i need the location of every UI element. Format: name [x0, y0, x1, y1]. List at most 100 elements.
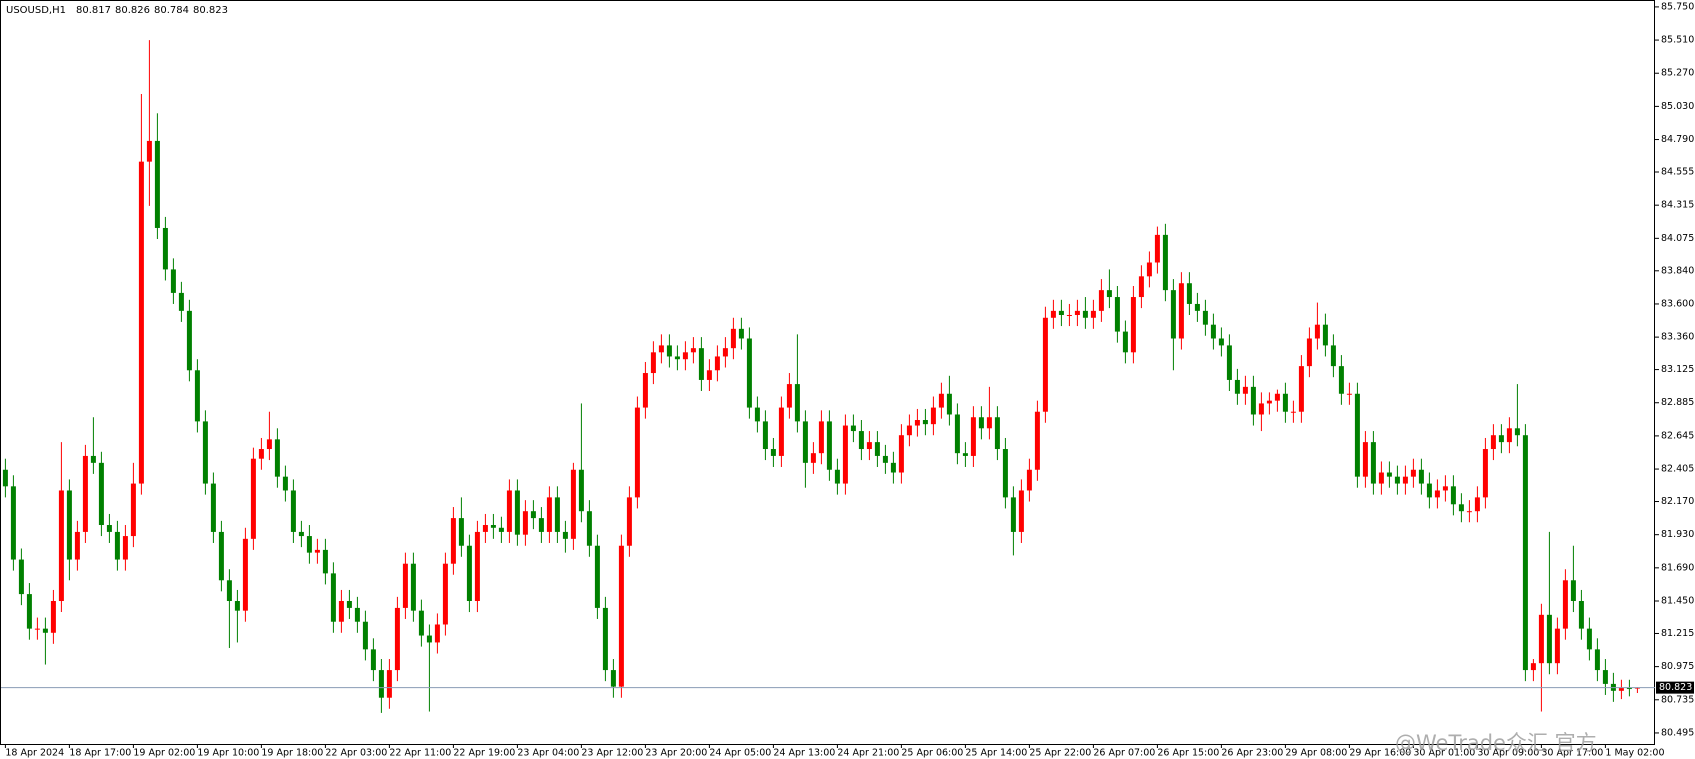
candles — [2, 40, 1640, 713]
candle-body — [250, 458, 256, 539]
candle-body — [1098, 290, 1104, 311]
candle-body — [1178, 283, 1184, 339]
candle-body — [1082, 310, 1088, 318]
candle-body — [58, 490, 64, 602]
y-tick-label: 83.360 — [1661, 332, 1694, 343]
candle-body — [1058, 310, 1064, 316]
candle-body — [858, 431, 864, 450]
candle-body — [882, 455, 888, 463]
x-tick-label: 30 Apr 09:00 — [1477, 748, 1539, 759]
candle-body — [770, 449, 776, 456]
x-tick-label: 25 Apr 14:00 — [965, 748, 1027, 759]
x-tick-label: 22 Apr 03:00 — [325, 748, 387, 759]
candle-body — [1154, 234, 1160, 263]
candle-body — [818, 421, 824, 454]
candle-body — [1618, 688, 1624, 691]
x-tick-label: 23 Apr 12:00 — [581, 748, 643, 759]
last-open: 80.817 — [75, 5, 111, 16]
y-tick-label: 85.510 — [1661, 35, 1694, 46]
candle-body — [810, 453, 816, 463]
candle-body — [706, 370, 712, 380]
y-tick-label: 82.885 — [1661, 397, 1694, 408]
candle-body — [1434, 490, 1440, 498]
candle-body — [634, 407, 640, 498]
candle-body — [1258, 403, 1264, 415]
candle-body — [1266, 400, 1272, 404]
y-tick-label: 84.315 — [1661, 200, 1694, 211]
candle-body — [538, 518, 544, 532]
candle-body — [1554, 628, 1560, 664]
candle-body — [1466, 511, 1472, 513]
candle-body — [642, 373, 648, 408]
y-tick-label: 81.450 — [1661, 596, 1694, 607]
candle-body — [1546, 614, 1552, 664]
candle-body — [1010, 497, 1016, 532]
watermark: @WeTrade众汇 官方 — [1395, 731, 1597, 755]
candle-body — [786, 384, 792, 408]
candle-body — [906, 425, 912, 436]
candle-body — [1234, 379, 1240, 394]
candle-body — [138, 161, 144, 484]
candle-body — [1506, 428, 1512, 443]
x-tick-label: 26 Apr 23:00 — [1221, 748, 1283, 759]
candle-body — [522, 511, 528, 535]
candle-body — [170, 269, 176, 293]
candle-body — [1362, 442, 1368, 477]
candle-body — [1242, 386, 1248, 394]
candle-body — [1410, 469, 1416, 477]
y-tick-label: 81.690 — [1661, 562, 1694, 573]
candle-body — [682, 352, 688, 360]
candle-body — [834, 469, 840, 484]
candle-body — [690, 348, 696, 353]
candle-body — [1338, 366, 1344, 394]
candle-body — [1106, 290, 1112, 298]
candle-body — [1378, 472, 1384, 484]
y-tick-label: 83.600 — [1661, 298, 1694, 309]
last-close: 80.823 — [192, 5, 228, 16]
candle-body — [778, 407, 784, 456]
candle-body — [722, 348, 728, 357]
candle-body — [1426, 483, 1432, 498]
candle-body — [1186, 283, 1192, 304]
price-tag-bg — [1656, 681, 1694, 694]
candle-body — [474, 531, 480, 602]
candle-body — [154, 140, 160, 228]
y-tick-label: 85.030 — [1661, 101, 1694, 112]
candle-body — [666, 345, 672, 357]
candle-body — [1034, 411, 1040, 470]
candle-body — [258, 449, 264, 459]
y-tick-label: 81.930 — [1661, 529, 1694, 540]
candle-body — [1226, 345, 1232, 380]
candle-body — [2, 469, 8, 487]
candle-body — [1066, 315, 1072, 317]
candle-body — [890, 462, 896, 473]
candle-body — [442, 563, 448, 625]
candle-body — [914, 420, 920, 426]
candle-body — [674, 356, 680, 360]
x-tick-label: 23 Apr 04:00 — [517, 748, 579, 759]
candle-body — [1538, 614, 1544, 664]
candle-body — [866, 442, 872, 450]
candle-body — [898, 435, 904, 473]
candle-body — [946, 393, 952, 415]
candle-body — [178, 292, 184, 311]
x-tick-label: 1 May 02:00 — [1605, 748, 1664, 759]
candle-body — [1514, 428, 1520, 436]
x-tick-label: 24 Apr 13:00 — [773, 748, 835, 759]
candle-body — [450, 518, 456, 564]
candle-body — [194, 370, 200, 422]
y-tick-label: 80.975 — [1661, 661, 1694, 672]
candle-body — [1370, 442, 1376, 484]
candle-body — [106, 525, 112, 532]
candle-body — [466, 545, 472, 602]
candle-body — [1386, 472, 1392, 477]
y-tick-label: 82.170 — [1661, 496, 1694, 507]
price-tag: 80.823 — [1659, 682, 1692, 693]
y-tick-label: 82.645 — [1661, 430, 1694, 441]
y-tick-label: 85.270 — [1661, 68, 1694, 79]
candle-body — [602, 607, 608, 671]
candle-body — [98, 462, 104, 526]
x-tick-label: 25 Apr 06:00 — [901, 748, 963, 759]
candle-body — [570, 469, 576, 539]
